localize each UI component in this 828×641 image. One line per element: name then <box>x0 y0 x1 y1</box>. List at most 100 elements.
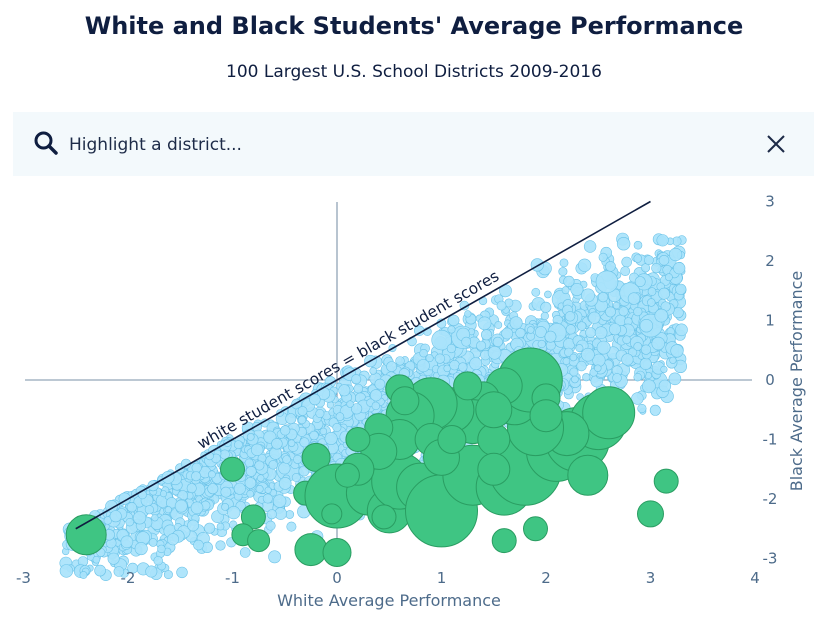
page-subtitle: 100 Largest U.S. School Districts 2009-2… <box>226 62 602 82</box>
small-district-point <box>395 356 405 366</box>
large-district-point[interactable] <box>475 391 513 429</box>
small-district-point <box>425 354 434 363</box>
small-district-point <box>204 522 216 534</box>
small-district-point <box>221 502 229 511</box>
small-district-point <box>531 287 541 297</box>
small-district-point <box>164 506 172 514</box>
small-district-point <box>431 329 452 351</box>
small-district-point <box>126 502 137 513</box>
large-district-point[interactable] <box>453 371 483 401</box>
small-district-point <box>187 519 199 532</box>
small-district-point <box>297 406 308 416</box>
small-district-point <box>559 258 569 268</box>
small-district-point <box>272 494 287 508</box>
large-district-point[interactable] <box>321 503 343 525</box>
small-district-point <box>651 263 662 274</box>
small-district-point <box>216 522 225 531</box>
x-tick-label: 0 <box>332 569 342 587</box>
large-district-point[interactable] <box>582 386 636 440</box>
small-district-point <box>244 477 257 489</box>
small-district-point <box>190 501 204 515</box>
small-district-point <box>544 290 552 299</box>
y-tick-label: -3 <box>763 550 778 568</box>
small-district-point <box>565 324 576 335</box>
small-district-point <box>174 499 188 513</box>
small-district-point <box>148 538 158 547</box>
small-district-point <box>227 505 241 520</box>
small-district-point <box>577 258 592 272</box>
large-district-point[interactable] <box>65 514 107 556</box>
small-district-point <box>581 288 595 303</box>
small-district-point <box>576 360 587 372</box>
small-district-point <box>134 542 148 556</box>
large-district-point[interactable] <box>653 468 679 494</box>
small-district-point <box>332 422 342 432</box>
x-tick-label: 4 <box>750 569 760 587</box>
large-district-point[interactable] <box>345 427 371 452</box>
small-district-point <box>640 344 652 355</box>
large-district-point[interactable] <box>371 504 397 530</box>
x-tick-label: 3 <box>646 569 656 587</box>
small-district-point <box>144 505 154 515</box>
small-district-point <box>167 533 180 546</box>
large-district-point[interactable] <box>220 456 245 482</box>
large-district-point[interactable] <box>334 462 360 488</box>
x-tick-label: -2 <box>121 569 136 587</box>
large-district-point[interactable] <box>523 516 548 542</box>
small-district-point <box>293 454 303 464</box>
large-district-point[interactable] <box>529 399 563 433</box>
small-district-point <box>544 330 557 343</box>
large-district-point[interactable] <box>247 529 271 553</box>
small-district-point <box>286 521 297 532</box>
small-district-point <box>338 384 351 397</box>
small-district-point <box>176 566 188 579</box>
large-district-point[interactable] <box>437 425 467 454</box>
small-district-point <box>644 255 654 265</box>
large-district-point[interactable] <box>294 533 328 567</box>
small-district-point <box>476 340 487 351</box>
small-district-point <box>561 286 570 295</box>
large-district-point[interactable] <box>491 528 517 554</box>
small-district-point <box>448 314 460 327</box>
small-district-point <box>233 482 246 495</box>
small-district-point <box>268 460 278 470</box>
small-district-point <box>582 373 591 382</box>
small-district-point <box>494 321 503 329</box>
small-district-point <box>594 326 608 340</box>
small-district-point <box>282 455 291 464</box>
y-tick-label: 3 <box>765 193 775 211</box>
small-district-point <box>271 438 283 450</box>
close-icon[interactable] <box>765 133 787 155</box>
large-district-point[interactable] <box>390 386 420 416</box>
small-district-point <box>374 378 386 390</box>
small-district-point <box>446 343 457 354</box>
large-district-point[interactable] <box>322 538 352 567</box>
small-district-point <box>464 310 472 318</box>
large-district-point[interactable] <box>240 504 266 530</box>
small-district-point <box>642 379 656 394</box>
large-district-point[interactable] <box>477 452 511 486</box>
small-district-point <box>535 326 547 338</box>
district-search-input[interactable] <box>67 126 711 164</box>
small-district-point <box>186 483 197 494</box>
small-district-point <box>621 353 634 366</box>
x-tick-label: -3 <box>16 569 31 587</box>
small-district-point <box>245 465 257 477</box>
small-district-point <box>285 413 297 425</box>
small-district-point <box>492 336 503 348</box>
small-district-point <box>268 550 281 564</box>
small-district-point <box>118 492 131 505</box>
small-district-point <box>120 535 134 549</box>
small-district-point <box>509 316 523 330</box>
large-district-point[interactable] <box>567 454 609 496</box>
small-district-point <box>537 339 546 349</box>
small-district-point <box>633 342 643 351</box>
small-district-point <box>353 383 364 394</box>
small-district-point <box>287 439 296 447</box>
large-district-point[interactable] <box>637 500 664 528</box>
small-district-point <box>280 425 291 436</box>
small-district-point <box>125 517 134 527</box>
small-district-point <box>501 327 514 340</box>
y-tick-label: -1 <box>763 431 778 449</box>
small-district-point <box>133 511 147 525</box>
